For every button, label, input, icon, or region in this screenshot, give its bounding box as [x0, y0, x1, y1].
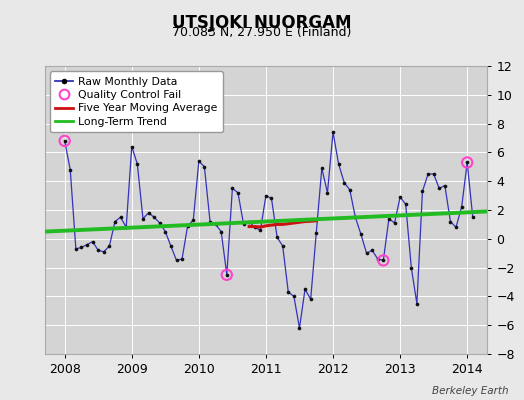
Point — [396, 194, 405, 200]
Point — [430, 171, 438, 177]
Point — [228, 185, 236, 192]
Point — [161, 228, 169, 235]
Point — [178, 256, 186, 262]
Text: UTSJOKI NUORGAM: UTSJOKI NUORGAM — [172, 14, 352, 32]
Point — [156, 220, 164, 226]
Point — [250, 224, 259, 230]
Point — [183, 223, 192, 229]
Point — [239, 221, 248, 228]
Point — [424, 171, 432, 177]
Point — [290, 293, 298, 300]
Point — [211, 221, 220, 228]
Point — [312, 230, 321, 236]
Legend: Raw Monthly Data, Quality Control Fail, Five Year Moving Average, Long-Term Tren: Raw Monthly Data, Quality Control Fail, … — [50, 72, 223, 132]
Text: 70.083 N, 27.950 E (Finland): 70.083 N, 27.950 E (Finland) — [172, 26, 352, 39]
Point — [334, 161, 343, 167]
Point — [66, 166, 74, 173]
Point — [194, 158, 203, 164]
Point — [323, 190, 332, 196]
Text: Berkeley Earth: Berkeley Earth — [432, 386, 508, 396]
Point — [413, 300, 421, 307]
Point — [379, 257, 388, 264]
Point — [223, 272, 231, 278]
Point — [435, 185, 443, 192]
Point — [256, 227, 265, 233]
Point — [273, 234, 281, 240]
Point — [167, 243, 175, 249]
Point — [329, 129, 337, 136]
Point — [301, 286, 309, 292]
Point — [307, 296, 315, 302]
Point — [116, 214, 125, 220]
Point — [144, 210, 152, 216]
Point — [172, 257, 181, 264]
Point — [133, 161, 141, 167]
Point — [223, 272, 231, 278]
Point — [346, 187, 354, 193]
Point — [318, 165, 326, 172]
Point — [139, 216, 147, 222]
Point — [390, 220, 399, 226]
Point — [83, 241, 91, 248]
Point — [234, 190, 242, 196]
Point — [418, 188, 427, 194]
Point — [245, 218, 253, 225]
Point — [351, 214, 359, 220]
Point — [200, 164, 209, 170]
Point — [463, 159, 472, 166]
Point — [452, 224, 460, 230]
Point — [189, 217, 198, 223]
Point — [446, 218, 455, 225]
Point — [267, 195, 276, 202]
Point — [89, 238, 97, 245]
Point — [368, 247, 376, 254]
Point — [72, 246, 80, 252]
Point — [122, 224, 130, 230]
Point — [379, 257, 388, 264]
Point — [463, 159, 472, 166]
Point — [150, 214, 158, 220]
Point — [296, 325, 304, 331]
Point — [127, 144, 136, 150]
Point — [284, 289, 292, 295]
Point — [363, 250, 371, 256]
Point — [261, 192, 270, 199]
Point — [94, 247, 102, 254]
Point — [77, 244, 85, 251]
Point — [111, 218, 119, 225]
Point — [100, 248, 108, 255]
Point — [206, 218, 214, 225]
Point — [401, 201, 410, 208]
Point — [105, 243, 114, 249]
Point — [468, 214, 477, 220]
Point — [374, 256, 382, 262]
Point — [385, 216, 393, 222]
Point — [60, 138, 69, 144]
Point — [441, 182, 449, 189]
Point — [457, 204, 466, 210]
Point — [279, 243, 287, 249]
Point — [407, 264, 416, 271]
Point — [60, 138, 69, 144]
Point — [340, 180, 348, 186]
Point — [217, 228, 225, 235]
Point — [357, 231, 365, 238]
